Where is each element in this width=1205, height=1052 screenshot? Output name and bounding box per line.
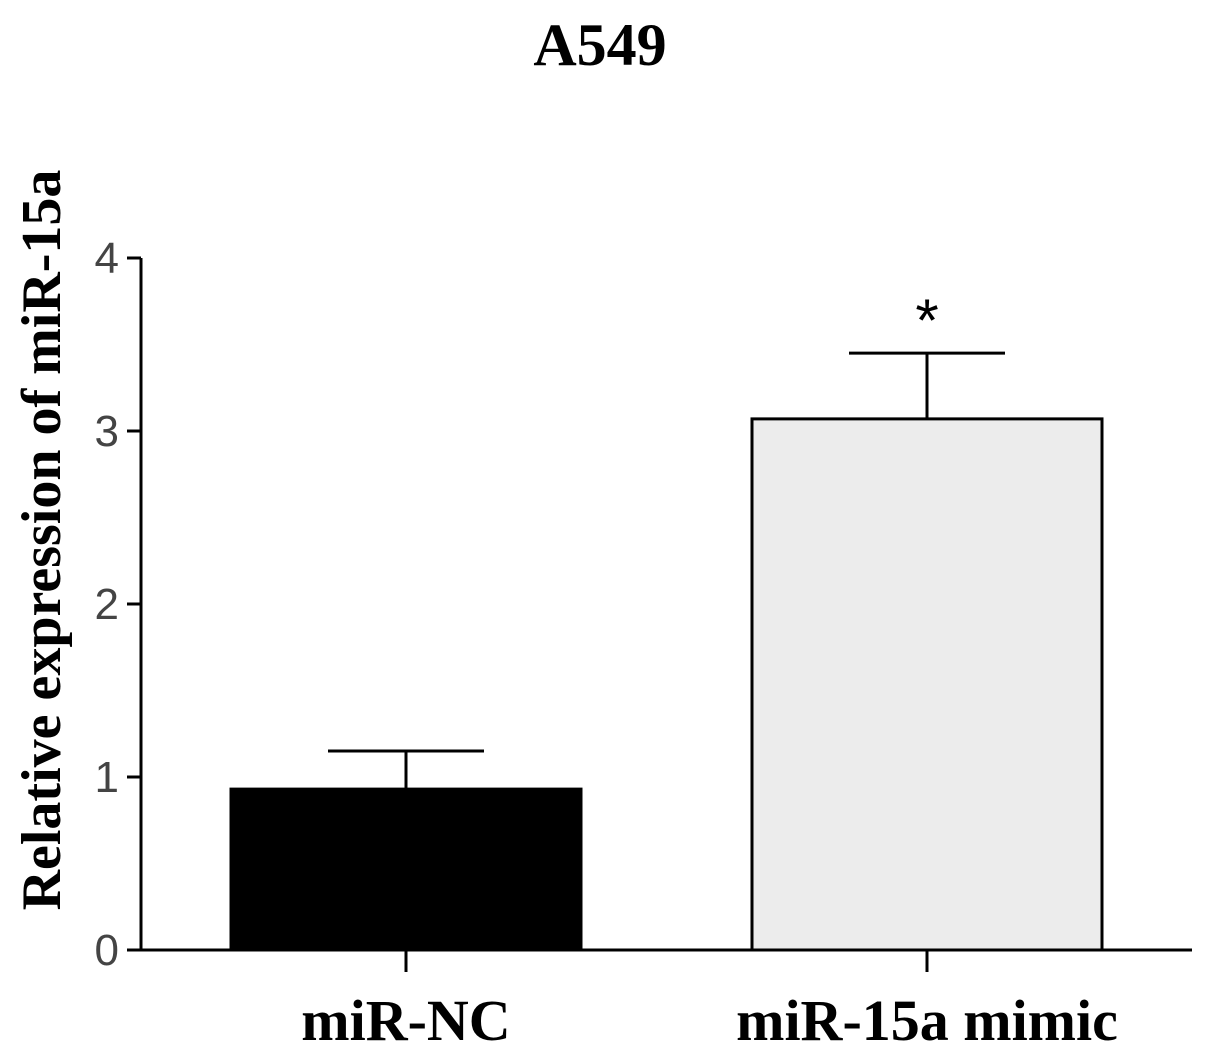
plot-area: miR-NC * miR-15a mimic 0 1 2 3 4 [95, 234, 1192, 1052]
y-tick-label-1: 1 [95, 753, 119, 802]
y-axis-label: Relative expression of miR-15a [11, 170, 73, 911]
y-tick-label-0: 0 [95, 926, 119, 975]
significance-marker-2: * [915, 287, 938, 354]
bar-2 [750, 417, 1104, 952]
y-tick-label-2: 2 [95, 580, 119, 629]
y-tick-label-4: 4 [95, 234, 119, 283]
bar-1 [229, 787, 583, 952]
x-tick-label-2: miR-15a mimic [736, 988, 1118, 1052]
y-tick-label-3: 3 [95, 407, 119, 456]
chart-title: A549 [533, 12, 666, 78]
x-tick-label-1: miR-NC [301, 988, 510, 1052]
